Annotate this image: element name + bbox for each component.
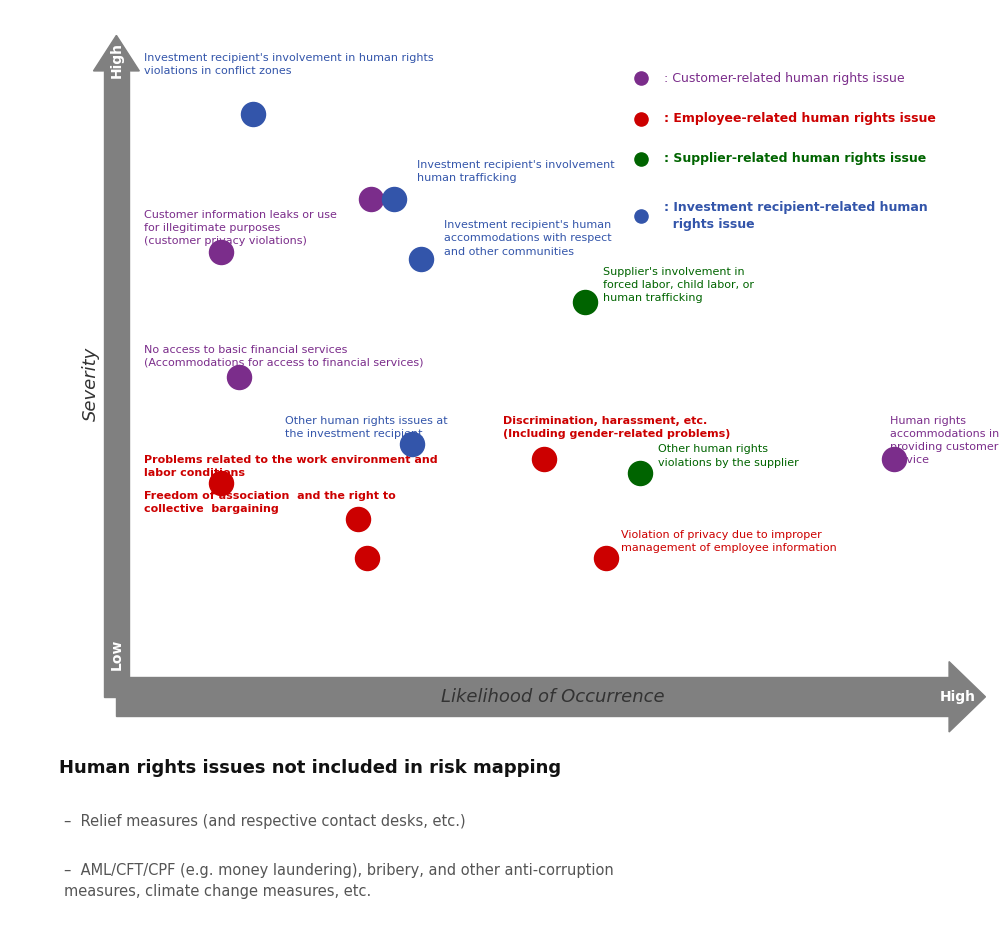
Text: Violation of privacy due to improper
management of employee information: Violation of privacy due to improper man…	[621, 529, 837, 553]
Text: Problems related to the work environment and
labor conditions: Problems related to the work environment…	[144, 455, 437, 479]
FancyBboxPatch shape	[604, 38, 998, 261]
Point	[632, 465, 648, 480]
Point	[231, 369, 247, 384]
Text: Likelihood of Occurrence: Likelihood of Occurrence	[441, 688, 665, 706]
Point	[577, 295, 593, 310]
Text: Freedom of association  and the right to
collective  bargaining: Freedom of association and the right to …	[144, 491, 395, 513]
Point	[633, 111, 649, 126]
Text: No access to basic financial services
(Accommodations for access to financial se: No access to basic financial services (A…	[144, 345, 423, 368]
Point	[536, 451, 552, 466]
Text: Customer information leaks or use
for illegitimate purposes
(customer privacy vi: Customer information leaks or use for il…	[144, 210, 337, 246]
Text: : Employee-related human rights issue: : Employee-related human rights issue	[664, 112, 936, 125]
Text: Supplier's involvement in
forced labor, child labor, or
human trafficking: Supplier's involvement in forced labor, …	[603, 267, 754, 303]
Text: High: High	[940, 690, 976, 704]
Text: : Investment recipient-related human
  rights issue: : Investment recipient-related human rig…	[664, 202, 928, 231]
Text: : Customer-related human rights issue: : Customer-related human rights issue	[664, 72, 904, 85]
Point	[245, 106, 261, 122]
Point	[633, 152, 649, 167]
Text: Investment recipient's human rights
accommodations with respect to local communi: Investment recipient's human rights acco…	[444, 220, 731, 256]
Point	[213, 245, 229, 260]
Text: Other human rights
violations by the supplier: Other human rights violations by the sup…	[658, 445, 799, 467]
Point	[633, 71, 649, 86]
Polygon shape	[93, 36, 139, 71]
Text: High: High	[109, 42, 123, 78]
Polygon shape	[104, 71, 129, 697]
Text: –  AML/CFT/CPF (e.g. money laundering), bribery, and other anti-corruption
measu: – AML/CFT/CPF (e.g. money laundering), b…	[64, 863, 614, 899]
Point	[386, 191, 402, 206]
Text: Human rights issues not included in risk mapping: Human rights issues not included in risk…	[59, 759, 561, 777]
Point	[413, 252, 429, 267]
Point	[886, 451, 902, 466]
Text: Investment recipient's involvement in forced labor, child labor, or
human traffi: Investment recipient's involvement in fo…	[417, 160, 783, 183]
Text: Human rights
accommodations in
providing customer
service: Human rights accommodations in providing…	[890, 415, 999, 465]
Point	[633, 209, 649, 224]
Point	[404, 437, 420, 452]
Text: Investment recipient's involvement in human rights
violations in conflict zones: Investment recipient's involvement in hu…	[144, 53, 433, 76]
Polygon shape	[949, 661, 985, 732]
Point	[213, 476, 229, 491]
Text: Severity: Severity	[82, 347, 100, 421]
Point	[363, 191, 379, 206]
Point	[359, 550, 375, 565]
Text: : Supplier-related human rights issue: : Supplier-related human rights issue	[664, 153, 926, 166]
Text: Discrimination, harassment, etc.
(Including gender-related problems): Discrimination, harassment, etc. (Includ…	[503, 415, 731, 439]
Point	[598, 550, 614, 565]
Point	[350, 512, 366, 527]
Text: –  Relief measures (and respective contact desks, etc.): – Relief measures (and respective contac…	[64, 814, 465, 829]
Text: Other human rights issues at
the investment recipient: Other human rights issues at the investm…	[285, 415, 447, 439]
Polygon shape	[116, 677, 949, 716]
Text: Low: Low	[109, 639, 123, 670]
